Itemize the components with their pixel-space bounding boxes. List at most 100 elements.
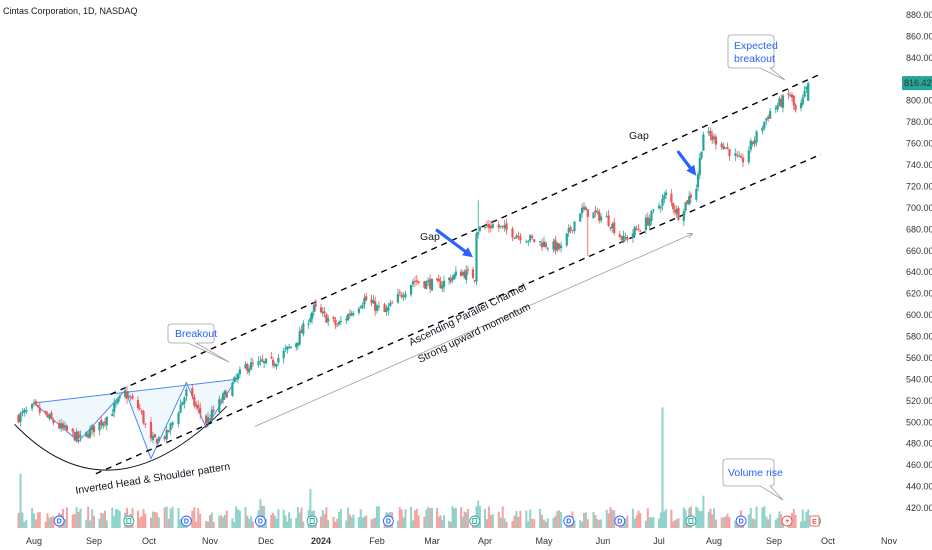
volume-bar [652, 516, 655, 528]
volume-bar [231, 518, 234, 528]
volume-bar [155, 512, 158, 528]
volume-bar [554, 515, 557, 528]
candle-body [286, 346, 289, 350]
x-axis-tick-label: Aug [26, 536, 42, 546]
last-price-label: 816.42 [904, 78, 932, 88]
candle-body [352, 313, 355, 315]
volume-bar [220, 515, 223, 528]
y-axis-tick-label: 760.00 [906, 139, 932, 149]
volume-bar [118, 510, 121, 528]
candle-body [598, 211, 601, 221]
y-axis-tick-label: 420.00 [906, 503, 932, 513]
volume-bar [443, 515, 445, 528]
volume-bar [487, 506, 490, 528]
x-axis-tick-label: Aug [706, 536, 722, 546]
candle-body [233, 377, 236, 382]
candle-body [774, 107, 777, 110]
volume-bar [670, 509, 673, 528]
volume-bar [334, 521, 337, 528]
candle-body [167, 430, 170, 432]
volume-bar [179, 519, 182, 528]
volume-bar [21, 512, 24, 528]
dividend-marker-label: D [57, 519, 62, 526]
candle-body [225, 392, 228, 398]
volume-bar [749, 508, 752, 528]
candle-body [571, 230, 574, 232]
dividend-marker-label: D [566, 519, 571, 526]
candle-body [650, 210, 653, 221]
candle-body [127, 395, 130, 397]
candle-body [387, 306, 390, 311]
breakout-callout-box [167, 323, 230, 363]
y-axis-tick-label: 720.00 [906, 181, 932, 191]
candle-body [52, 419, 55, 424]
volume-bar [513, 515, 516, 528]
volume-bar [560, 512, 563, 528]
candle-body [398, 292, 401, 294]
volume-bar [463, 511, 466, 528]
volume-bar [302, 521, 305, 528]
volume-bar [767, 519, 770, 528]
volume-bar [31, 508, 34, 528]
candle-body [181, 401, 184, 406]
earnings-marker-glyph [126, 518, 132, 524]
dividend-marker [180, 515, 192, 527]
x-axis-tick-label: Nov [881, 536, 898, 546]
candle-body [100, 419, 103, 426]
volume-bar [486, 519, 488, 528]
candle-body [336, 325, 339, 327]
candle-body [50, 412, 53, 419]
candle-body [138, 407, 141, 409]
volume-bar [460, 507, 463, 528]
candle-body [231, 382, 234, 396]
volume-bar [238, 510, 241, 528]
earnings-marker-glyph [309, 518, 315, 524]
candle-body [404, 293, 407, 298]
candle-body [560, 245, 563, 248]
volume-bar [273, 515, 276, 528]
volume-bar [212, 522, 215, 528]
volume-bar [235, 506, 238, 528]
volume-bar [579, 520, 582, 528]
dividend-marker [53, 515, 65, 527]
volume-bar [376, 506, 378, 528]
volume-bar [596, 518, 599, 528]
volume-bar [581, 521, 584, 528]
volume-bar [734, 520, 737, 528]
candle-body [483, 226, 487, 228]
last-price-tag [902, 76, 932, 91]
volume-bar [237, 509, 239, 528]
earnings-marker-glyph [688, 518, 694, 524]
candle-body [542, 241, 546, 247]
candle-body [427, 280, 430, 282]
momentum-arrow-head [686, 233, 694, 239]
candle-body [124, 390, 127, 397]
candle-body [461, 272, 464, 275]
candle-body [46, 413, 49, 417]
volume-bar [466, 508, 469, 528]
volume-bar [539, 508, 542, 528]
chart-title: Cintas Corporation, 1D, NASDAQ [3, 6, 138, 16]
candle-body [372, 300, 375, 304]
volume-bar [707, 511, 710, 528]
candle-body [794, 104, 797, 111]
volume-bar [370, 519, 373, 528]
candle-body [767, 116, 770, 119]
candle-body [761, 127, 764, 131]
candle-body [332, 317, 335, 320]
volume-bar [609, 507, 612, 528]
candle-body [499, 226, 502, 227]
volume-bar [116, 509, 119, 528]
volume-bar [780, 514, 783, 528]
candle-body [720, 143, 723, 148]
volume-bar [697, 508, 699, 528]
volume-bar [505, 521, 508, 528]
y-axis-tick-label: 880.00 [906, 10, 932, 20]
volume-bar [17, 513, 20, 528]
candle-body [639, 230, 642, 232]
dividend-marker [382, 515, 394, 527]
volume-bar [361, 517, 364, 528]
candle-body [391, 302, 394, 304]
candle-body [607, 215, 610, 226]
